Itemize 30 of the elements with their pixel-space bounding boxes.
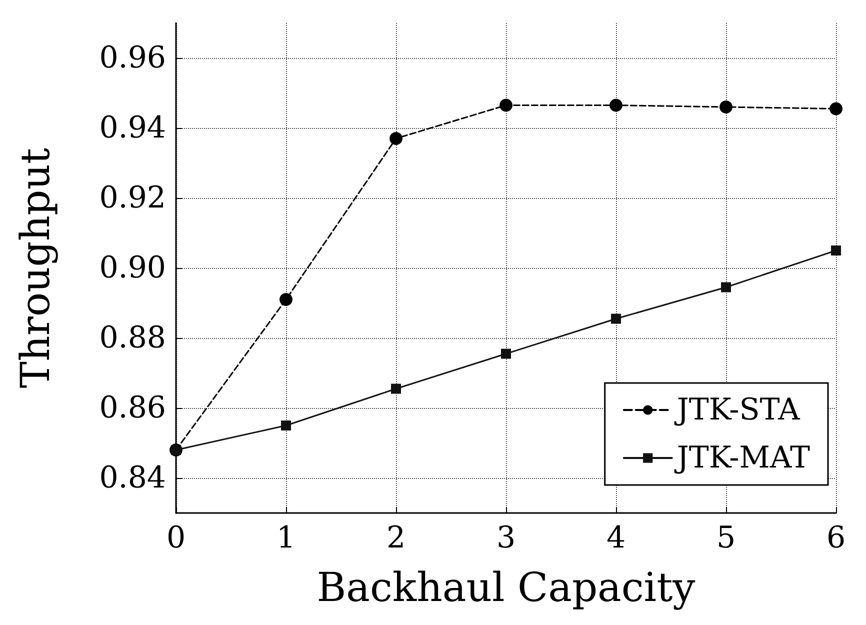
point [390, 132, 402, 145]
x-tick-label: 0 [166, 520, 186, 556]
point [721, 282, 731, 292]
y-tick-label: 0.94 [99, 110, 166, 146]
point [830, 102, 842, 116]
y-tick-label: 0.96 [99, 40, 166, 76]
y-axis-title: Throughput [13, 148, 59, 388]
y-tick-label: 0.90 [99, 250, 166, 286]
point [280, 293, 292, 306]
point [391, 384, 401, 394]
x-tick-label: 3 [496, 520, 516, 556]
x-tick-label: 4 [606, 520, 626, 556]
point [831, 246, 841, 256]
x-tick-label: 6 [826, 520, 846, 556]
x-axis-title: Backhaul Capacity [316, 565, 696, 611]
y-tick-label: 0.88 [99, 320, 166, 356]
point [610, 98, 622, 112]
x-tick-label: 1 [276, 520, 296, 556]
legend-label: JTK-MAT [674, 440, 810, 476]
point [281, 420, 291, 430]
y-tick-label: 0.86 [99, 390, 166, 426]
point [501, 348, 511, 359]
y-tick-label: 0.84 [99, 460, 166, 496]
y-tick-label: 0.92 [99, 180, 166, 216]
x-tick-label: 5 [716, 520, 736, 556]
legend-label: JTK-STA [674, 392, 800, 428]
x-tick-label: 2 [386, 520, 406, 556]
point [500, 98, 512, 112]
point [720, 100, 732, 114]
point [611, 314, 621, 324]
